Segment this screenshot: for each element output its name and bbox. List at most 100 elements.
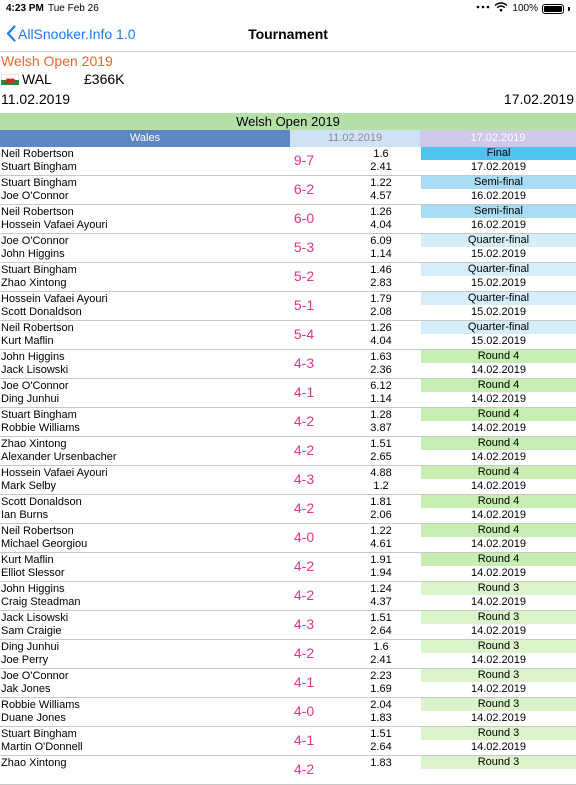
match-score: 4-3 [293, 355, 315, 371]
match-row[interactable]: Stuart Bingham Robbie Williams 4-2 1.28 3.87… [0, 408, 576, 437]
match-row[interactable]: Ding Junhui Joe Perry 4-2 1.6 2.41 Round 3 14.… [0, 640, 576, 669]
player1-name: Scott Donaldson [1, 496, 82, 508]
player1-name: Robbie Williams [1, 699, 80, 711]
player1-name: John Higgins [1, 583, 65, 595]
tournament-info: Welsh Open 2019 WAL £366K 11.02.2019 17.… [0, 52, 576, 113]
back-button[interactable]: AllSnooker.Info 1.0 [6, 25, 136, 42]
match-row[interactable]: Neil Robertson Kurt Maflin 5-4 1.26 4.04 Quar… [0, 321, 576, 350]
round-badge: Round 3 [421, 756, 576, 769]
match-date: 14.02.2019 [470, 625, 527, 637]
signal-icon [476, 2, 490, 15]
match-date: 15.02.2019 [470, 335, 527, 347]
player1-odds: 6.09 [370, 235, 392, 247]
player1-odds: 1.63 [370, 351, 392, 363]
match-row[interactable]: John Higgins Craig Steadman 4-2 1.24 4.37 Rou… [0, 582, 576, 611]
player2-name: Joe O'Connor [1, 190, 69, 202]
match-row[interactable]: Kurt Maflin Elliot Slessor 4-2 1.91 1.94 Roun… [0, 553, 576, 582]
match-row[interactable]: Hossein Vafaei Ayouri Mark Selby 4-3 4.88 1.… [0, 466, 576, 495]
round-badge: Round 3 [421, 582, 576, 595]
match-date: 15.02.2019 [470, 248, 527, 260]
player2-odds: 1.14 [370, 248, 392, 260]
match-score: 4-3 [293, 471, 315, 487]
match-row[interactable]: Neil Robertson Michael Georgiou 4-0 1.22 4.6… [0, 524, 576, 553]
match-row[interactable]: John Higgins Jack Lisowski 4-3 1.63 2.36 Roun… [0, 350, 576, 379]
status-date: Tue Feb 26 [48, 3, 99, 14]
player2-name: Hossein Vafaei Ayouri [1, 219, 108, 231]
player2-name: Martin O'Donnell [1, 741, 83, 753]
match-row[interactable]: Neil Robertson Stuart Bingham 9-7 1.6 2.41 Fi… [0, 147, 576, 176]
player1-odds: 1.83 [370, 757, 392, 769]
player2-odds: 4.57 [370, 190, 392, 202]
tournament-name: Welsh Open 2019 [1, 53, 113, 69]
player1-odds: 1.26 [370, 322, 392, 334]
match-date: 15.02.2019 [470, 277, 527, 289]
match-row[interactable]: Stuart Bingham Martin O'Donnell 4-1 1.51 2.6… [0, 727, 576, 756]
player1-odds: 1.6 [373, 641, 389, 653]
round-badge: Round 4 [421, 408, 576, 421]
match-row[interactable]: Zhao Xintong Alexander Ursenbacher 4-2 1.51… [0, 437, 576, 466]
player1-name: John Higgins [1, 351, 65, 363]
match-date: 14.02.2019 [470, 741, 527, 753]
match-row[interactable]: Stuart Bingham Joe O'Connor 6-2 1.22 4.57 Sem… [0, 176, 576, 205]
battery-percent: 100% [512, 3, 538, 14]
match-score: 5-3 [293, 239, 315, 255]
player2-name: Michael Georgiou [1, 538, 88, 550]
player1-name: Joe O'Connor [1, 235, 69, 247]
player2-odds: 2.64 [370, 741, 392, 753]
player2-odds: 1.14 [370, 393, 392, 405]
player1-odds: 1.51 [370, 612, 392, 624]
player1-name: Stuart Bingham [1, 177, 77, 189]
match-row[interactable]: Joe O'Connor Ding Junhui 4-1 6.12 1.14 Round … [0, 379, 576, 408]
match-date: 14.02.2019 [470, 422, 527, 434]
player2-odds: 1.2 [373, 480, 389, 492]
match-score: 9-7 [293, 152, 315, 168]
match-score: 5-1 [293, 297, 315, 313]
match-score: 4-2 [293, 500, 315, 516]
status-bar: 4:23 PM Tue Feb 26 100% [0, 0, 576, 18]
match-row[interactable]: Stuart Bingham Zhao Xintong 5-2 1.46 2.83 Qua… [0, 263, 576, 292]
round-badge: Quarter-final [421, 292, 576, 305]
match-date: 14.02.2019 [470, 538, 527, 550]
player2-name: John Higgins [1, 248, 65, 260]
match-date: 16.02.2019 [470, 219, 527, 231]
match-score: 4-0 [293, 703, 315, 719]
player2-name: Robbie Williams [1, 422, 80, 434]
match-date: 17.02.2019 [470, 161, 527, 173]
match-score: 4-2 [293, 645, 315, 661]
player2-odds: 2.41 [370, 654, 392, 666]
battery-tip [568, 6, 570, 11]
round-badge: Quarter-final [421, 321, 576, 334]
matches-list[interactable]: Neil Robertson Stuart Bingham 9-7 1.6 2.41 Fi… [0, 147, 576, 785]
match-row[interactable]: Zhao Xintong 4-2 1.83 Round 3 [0, 756, 576, 785]
match-row[interactable]: Scott Donaldson Ian Burns 4-2 1.81 2.06 Round… [0, 495, 576, 524]
player2-odds: 2.64 [370, 625, 392, 637]
player1-odds: 2.23 [370, 670, 392, 682]
match-date: 14.02.2019 [470, 364, 527, 376]
player2-odds: 4.61 [370, 538, 392, 550]
player1-odds: 1.51 [370, 438, 392, 450]
player2-name: Ian Burns [1, 509, 49, 521]
player2-odds: 1.69 [370, 683, 392, 695]
round-badge: Semi-final [421, 205, 576, 218]
match-row[interactable]: Neil Robertson Hossein Vafaei Ayouri 6-0 1.… [0, 205, 576, 234]
match-row[interactable]: Jack Lisowski Sam Craigie 4-3 1.51 2.64 Round… [0, 611, 576, 640]
player1-name: Stuart Bingham [1, 264, 77, 276]
match-date: 14.02.2019 [470, 712, 527, 724]
player2-name: Duane Jones [1, 712, 66, 724]
player1-name: Joe O'Connor [1, 380, 69, 392]
match-row[interactable]: Joe O'Connor John Higgins 5-3 6.09 1.14 Quart… [0, 234, 576, 263]
round-badge: Round 3 [421, 611, 576, 624]
header-start-date: 11.02.2019 [290, 130, 420, 147]
match-score: 5-2 [293, 268, 315, 284]
player1-name: Zhao Xintong [1, 757, 67, 769]
back-button-label: AllSnooker.Info 1.0 [18, 25, 136, 42]
player1-odds: 1.46 [370, 264, 392, 276]
match-row[interactable]: Robbie Williams Duane Jones 4-0 2.04 1.83 Rou… [0, 698, 576, 727]
match-date: 14.02.2019 [470, 596, 527, 608]
match-date: 16.02.2019 [470, 190, 527, 202]
player2-name: Elliot Slessor [1, 567, 65, 579]
match-score: 4-2 [293, 558, 315, 574]
match-date: 14.02.2019 [470, 654, 527, 666]
match-row[interactable]: Hossein Vafaei Ayouri Scott Donaldson 5-1 1… [0, 292, 576, 321]
